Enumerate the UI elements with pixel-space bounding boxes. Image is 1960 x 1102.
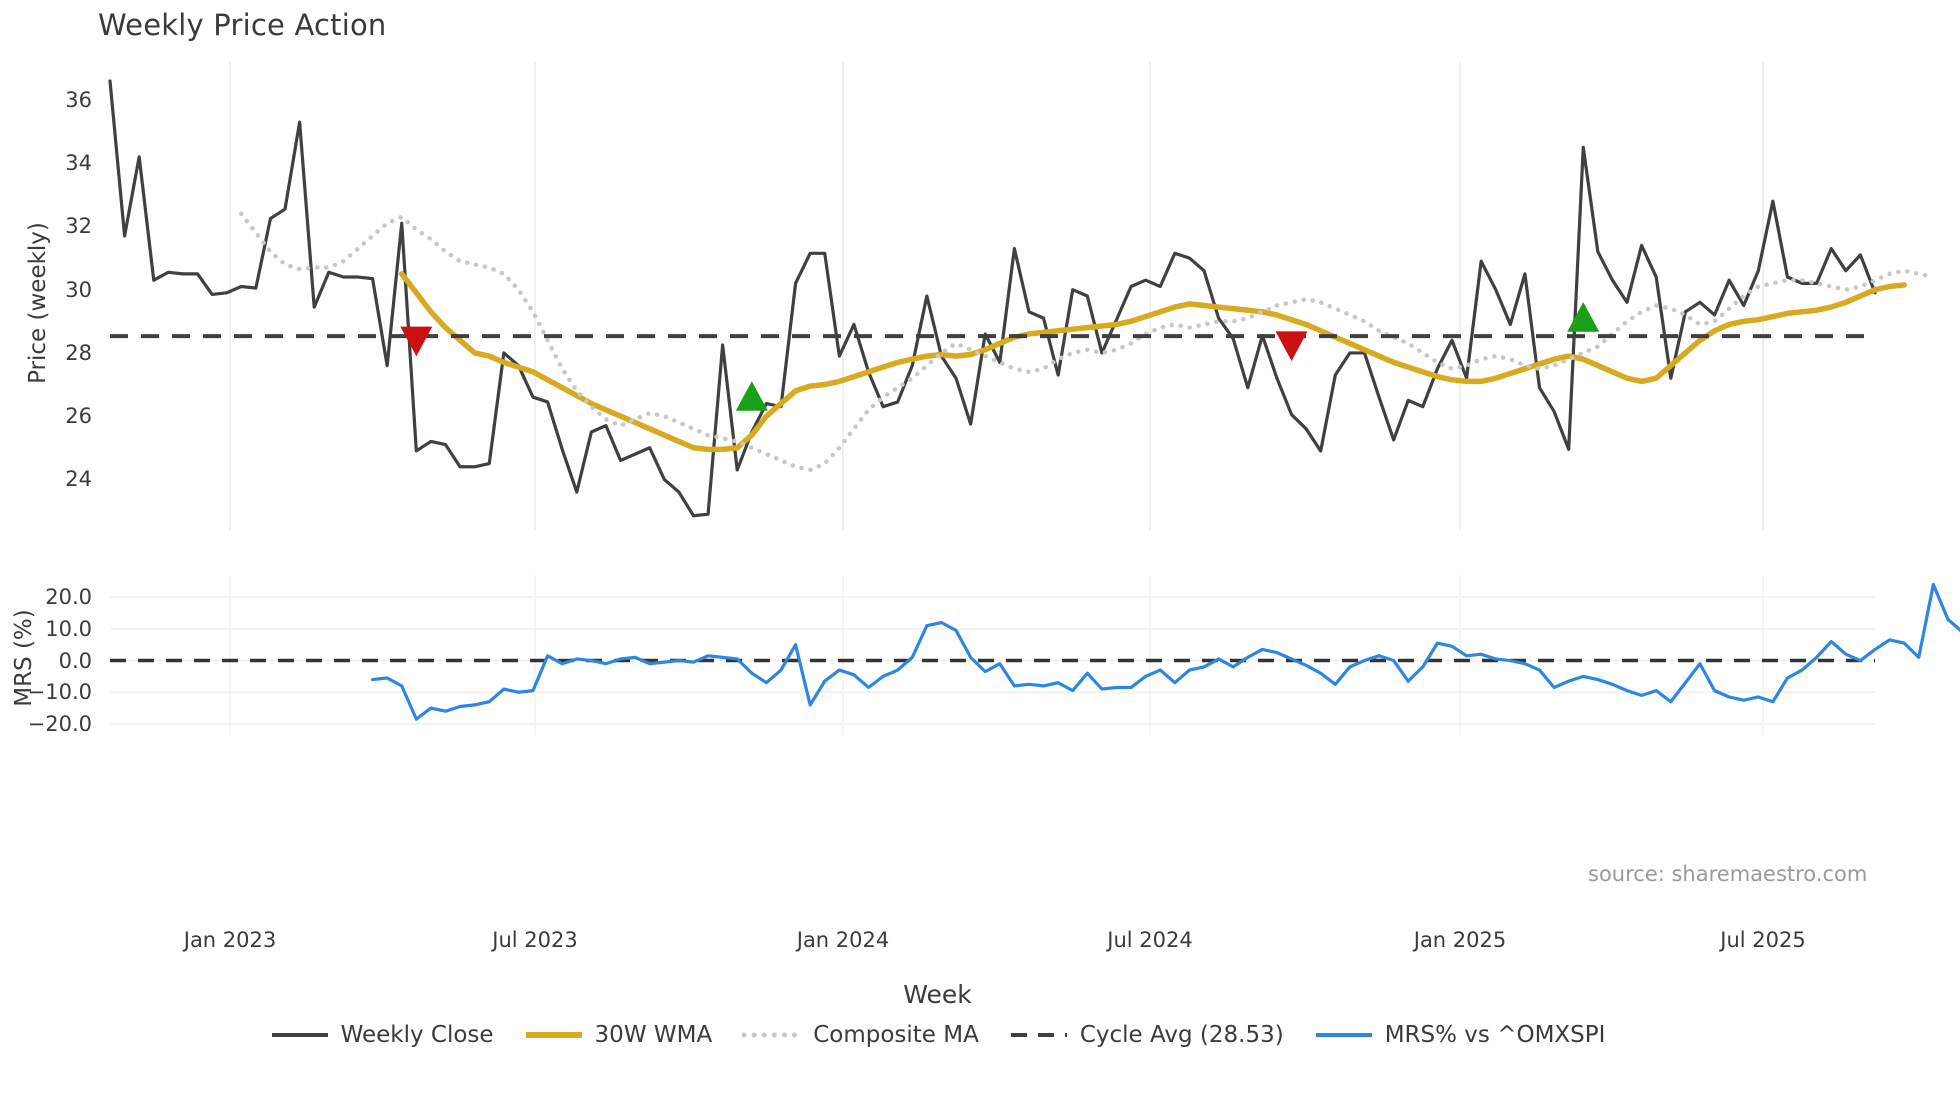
legend-item[interactable]: 30W WMA	[524, 1022, 713, 1048]
x-axis-tick: Jan 2025	[1413, 928, 1507, 952]
buy-signal-marker	[735, 381, 768, 411]
mrs-y-tick: −10.0	[27, 680, 92, 705]
mrs-series-group	[370, 582, 1960, 721]
x-axis-tick: Jan 2023	[183, 928, 277, 952]
legend-label: MRS% vs ^OMXSPI	[1384, 1022, 1606, 1048]
x-axis-tick: Jul 2025	[1720, 928, 1806, 952]
mrs-gridlines	[110, 575, 1875, 735]
legend-swatch-icon	[270, 1025, 330, 1045]
chart-title: Weekly Price Action	[98, 8, 387, 42]
mrs-y-tick: −20.0	[27, 711, 92, 736]
series-line	[239, 211, 1936, 473]
legend-swatch-icon	[742, 1025, 803, 1045]
signal-markers-group	[400, 302, 1600, 411]
price-series-group	[108, 79, 1936, 518]
sell-signal-marker	[400, 326, 433, 357]
legend-swatch-icon	[1009, 1025, 1069, 1045]
mrs-y-tick: 0.0	[58, 648, 92, 673]
price-y-tick: 36	[65, 87, 92, 112]
legend-label: Weekly Close	[340, 1022, 494, 1048]
sell-signal-marker	[1275, 331, 1308, 362]
legend-label: 30W WMA	[594, 1022, 713, 1048]
series-line	[108, 79, 1877, 518]
x-axis-tick: Jan 2024	[796, 928, 890, 952]
source-watermark: source: sharemaestro.com	[1588, 862, 1868, 886]
x-axis-label: Week	[903, 980, 972, 1009]
chart-legend: Weekly Close 30W WMA Composite MA Cycle Avg…	[0, 1022, 1875, 1048]
series-line	[398, 271, 1907, 453]
price-y-tick: 34	[65, 151, 92, 176]
legend-label: Cycle Avg (28.53)	[1079, 1022, 1284, 1048]
legend-swatch-icon	[1314, 1025, 1374, 1045]
legend-item[interactable]: Weekly Close	[270, 1022, 494, 1048]
legend-swatch-icon	[524, 1025, 584, 1045]
price-y-tick: 24	[65, 467, 92, 492]
x-axis-tick: Jul 2024	[1107, 928, 1193, 952]
legend-item[interactable]: Cycle Avg (28.53)	[1009, 1022, 1284, 1048]
price-y-tick: 28	[65, 340, 92, 365]
price-y-tick: 26	[65, 404, 92, 429]
series-line	[370, 582, 1960, 721]
mrs-y-tick: 10.0	[45, 616, 92, 641]
legend-label: Composite MA	[813, 1022, 979, 1048]
price-gridlines	[229, 62, 1764, 530]
legend-item[interactable]: Composite MA	[742, 1022, 979, 1048]
mrs-y-tick: 20.0	[45, 585, 92, 610]
price-y-tick: 32	[65, 214, 92, 239]
price-y-tick: 30	[65, 277, 92, 302]
x-axis-tick: Jul 2023	[492, 928, 578, 952]
legend-item[interactable]: MRS% vs ^OMXSPI	[1314, 1022, 1606, 1048]
buy-signal-marker	[1567, 302, 1600, 332]
